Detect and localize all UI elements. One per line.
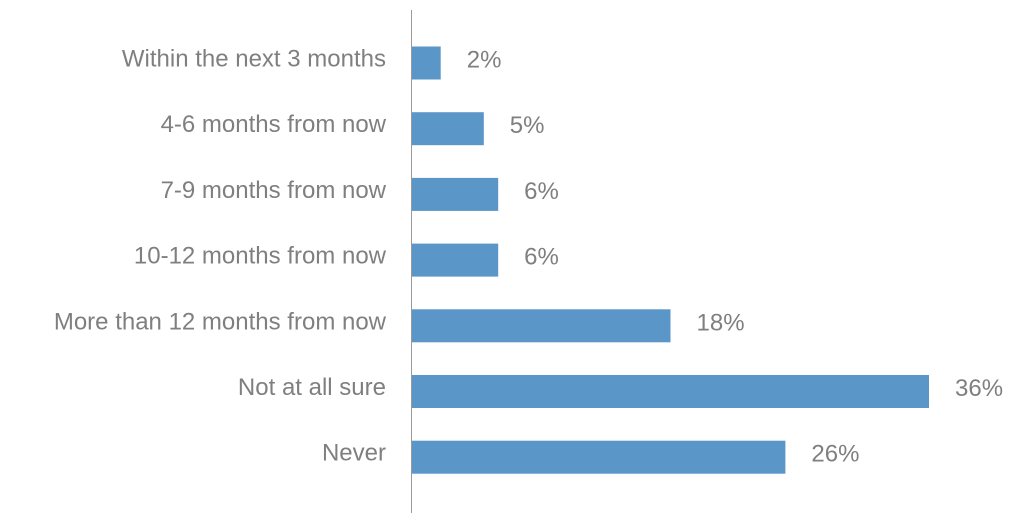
category-label: Not at all sure [238,374,386,401]
bar [412,243,499,277]
category-label: Within the next 3 months [122,46,386,73]
value-label: 5% [510,112,545,139]
value-label: 36% [955,375,1003,402]
category-label: More than 12 months from now [54,308,387,335]
category-labels: Within the next 3 months 4-6 months from … [54,46,387,467]
value-label: 2% [467,47,502,74]
value-label: 6% [524,244,559,271]
bar [412,46,441,80]
bars-layer [412,46,929,474]
value-label: 6% [524,178,559,205]
category-label: 4-6 months from now [161,111,387,138]
bar [412,177,499,211]
bar [412,375,929,408]
bar [412,309,671,343]
category-label: 10-12 months from now [134,243,387,270]
bar [412,440,786,474]
category-label: 7-9 months from now [161,177,387,204]
category-label: Never [322,440,386,467]
bar [412,112,484,146]
value-label: 18% [697,309,745,336]
value-label: 26% [811,441,859,468]
value-labels: 2% 5% 6% 6% 18% 36% 26% [467,47,1003,468]
